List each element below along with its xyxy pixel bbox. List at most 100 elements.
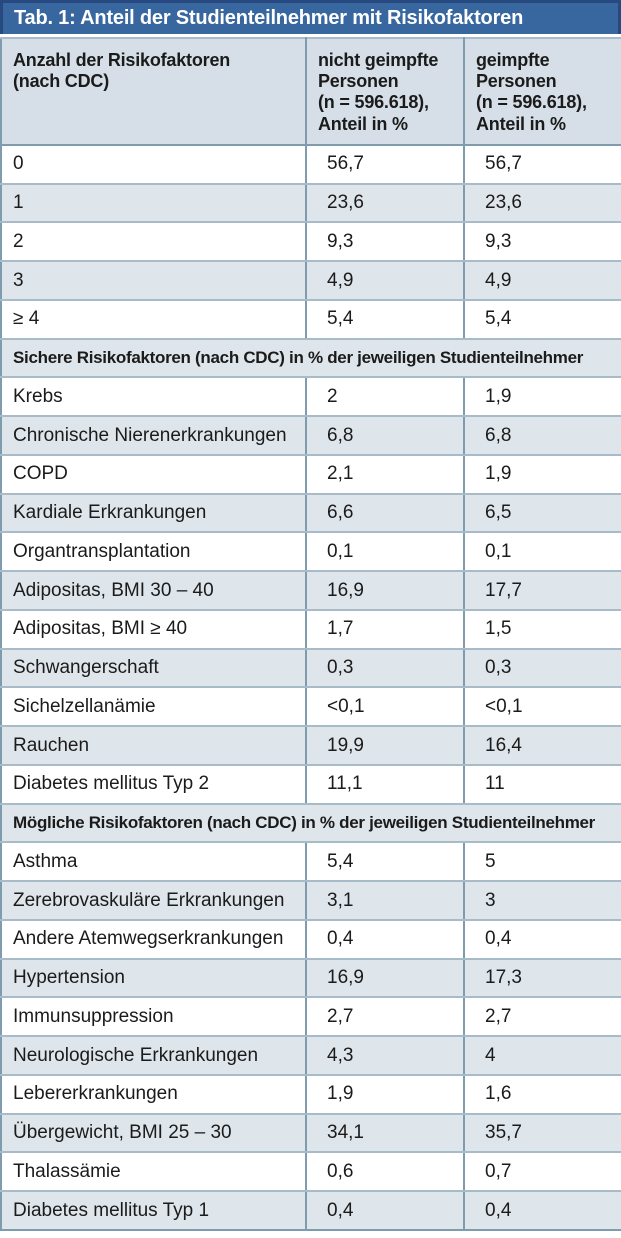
table-row: ≥ 4 5,4 5,4 <box>1 299 621 340</box>
table-row: 1 23,6 23,6 <box>1 183 621 224</box>
unvaccinated-value: 0,6 <box>305 1152 464 1193</box>
vaccinated-value: 5 <box>463 842 621 883</box>
row-label: Diabetes mellitus Typ 1 <box>1 1191 306 1231</box>
vaccinated-value: 6,8 <box>463 416 621 456</box>
row-label: Hypertension <box>1 958 306 999</box>
vaccinated-value: 2,7 <box>463 997 621 1038</box>
row-label: Chronische Nierenerkrankungen <box>1 416 306 456</box>
table-row: Diabetes mellitus Typ 2 11,1 11 <box>1 764 621 805</box>
unvaccinated-value: 0,4 <box>305 919 464 960</box>
table-row: 3 4,9 4,9 <box>1 261 621 301</box>
unvaccinated-value: 2 <box>305 377 464 418</box>
row-label: Adipositas, BMI ≥ 40 <box>1 609 306 650</box>
unvaccinated-value: 11,1 <box>305 764 464 805</box>
vaccinated-value: 0,4 <box>463 919 621 960</box>
vaccinated-value: 0,3 <box>463 648 621 689</box>
unvaccinated-value: 34,1 <box>305 1113 464 1154</box>
row-label: Organtransplantation <box>1 532 306 573</box>
unvaccinated-value: 2,7 <box>305 997 464 1038</box>
unvaccinated-value: 0,1 <box>305 532 464 573</box>
row-label: 0 <box>1 144 306 185</box>
vaccinated-value: 17,7 <box>463 571 621 611</box>
unvaccinated-value: 19,9 <box>305 726 464 766</box>
row-label: Diabetes mellitus Typ 2 <box>1 764 306 805</box>
row-label: Krebs <box>1 377 306 418</box>
unvaccinated-value: 0,3 <box>305 648 464 689</box>
row-label: 3 <box>1 261 306 301</box>
vaccinated-value: 3 <box>463 881 621 921</box>
data-table: Anzahl der Risikofaktoren (nach CDC) nic… <box>0 37 621 1231</box>
vaccinated-value: 17,3 <box>463 958 621 999</box>
vaccinated-value: 4,9 <box>463 261 621 301</box>
table-body: 0 56,7 56,7 1 23,6 23,6 2 9,3 9,3 3 4,9 4,9 ≥ 4 5,4 5,… <box>1 144 621 1231</box>
unvaccinated-value: 16,9 <box>305 571 464 611</box>
row-label: Adipositas, BMI 30 – 40 <box>1 571 306 611</box>
row-label: Neurologische Erkrankungen <box>1 1036 306 1076</box>
unvaccinated-value: 0,4 <box>305 1191 464 1231</box>
table-row: Sichelzellanämie <0,1 <0,1 <box>1 687 621 728</box>
table-row: Zerebrovaskuläre Erkrankungen 3,1 3 <box>1 881 621 921</box>
row-label: ≥ 4 <box>1 299 306 340</box>
unvaccinated-value: 1,7 <box>305 609 464 650</box>
row-label: Thalassämie <box>1 1152 306 1193</box>
unvaccinated-value: 16,9 <box>305 958 464 999</box>
header-row: Anzahl der Risikofaktoren (nach CDC) nic… <box>1 38 621 146</box>
unvaccinated-value: 23,6 <box>305 183 464 224</box>
vaccinated-value: 1,9 <box>463 454 621 495</box>
vaccinated-value: 0,4 <box>463 1191 621 1231</box>
table-row: Hypertension 16,9 17,3 <box>1 958 621 999</box>
row-label: Andere Atemwegserkrankungen <box>1 919 306 960</box>
row-label: Immunsuppression <box>1 997 306 1038</box>
unvaccinated-value: 4,9 <box>305 261 464 301</box>
vaccinated-value: 5,4 <box>463 299 621 340</box>
unvaccinated-value: 4,3 <box>305 1036 464 1076</box>
table-row: Chronische Nierenerkrankungen 6,8 6,8 <box>1 416 621 456</box>
vaccinated-value: 56,7 <box>463 144 621 185</box>
unvaccinated-value: 6,8 <box>305 416 464 456</box>
unvaccinated-value: 5,4 <box>305 842 464 883</box>
table-row: Thalassämie 0,6 0,7 <box>1 1152 621 1193</box>
row-label: COPD <box>1 454 306 495</box>
column-header-vaccinated: geimpfte Personen (n = 596.618), Anteil … <box>463 38 621 146</box>
table-row: Immunsuppression 2,7 2,7 <box>1 997 621 1038</box>
table-title-bar: Tab. 1: Anteil der Studienteilnehmer mit… <box>0 0 621 34</box>
table-row: Organtransplantation 0,1 0,1 <box>1 532 621 573</box>
vaccinated-value: 1,5 <box>463 609 621 650</box>
vaccinated-value: 1,6 <box>463 1074 621 1115</box>
column-header-unvaccinated: nicht geimpfte Personen (n = 596.618), A… <box>305 38 464 146</box>
row-label: 2 <box>1 222 306 263</box>
column-header-risk-factor-count: Anzahl der Risikofaktoren (nach CDC) <box>1 38 306 146</box>
table-row: Adipositas, BMI ≥ 40 1,7 1,5 <box>1 609 621 650</box>
unvaccinated-value: 56,7 <box>305 144 464 185</box>
table-row: Kardiale Erkrankungen 6,6 6,5 <box>1 493 621 534</box>
vaccinated-value: 4 <box>463 1036 621 1076</box>
row-label: Zerebrovaskuläre Erkrankungen <box>1 881 306 921</box>
vaccinated-value: <0,1 <box>463 687 621 728</box>
table-row: 2 9,3 9,3 <box>1 222 621 263</box>
table-header: Anzahl der Risikofaktoren (nach CDC) nic… <box>1 38 621 146</box>
unvaccinated-value: 9,3 <box>305 222 464 263</box>
unvaccinated-value: 6,6 <box>305 493 464 534</box>
table-row: Übergewicht, BMI 25 – 30 34,1 35,7 <box>1 1113 621 1154</box>
vaccinated-value: 0,7 <box>463 1152 621 1193</box>
section-header-label: Sichere Risikofaktoren (nach CDC) in % d… <box>1 338 621 379</box>
row-label: Lebererkrankungen <box>1 1074 306 1115</box>
row-label: Schwangerschaft <box>1 648 306 689</box>
unvaccinated-value: 5,4 <box>305 299 464 340</box>
unvaccinated-value: 1,9 <box>305 1074 464 1115</box>
row-label: Asthma <box>1 842 306 883</box>
vaccinated-value: 9,3 <box>463 222 621 263</box>
vaccinated-value: 6,5 <box>463 493 621 534</box>
section-header-row: Mögliche Risikofaktoren (nach CDC) in % … <box>1 803 621 844</box>
vaccinated-value: 23,6 <box>463 183 621 224</box>
row-label: Rauchen <box>1 726 306 766</box>
table-row: Diabetes mellitus Typ 1 0,4 0,4 <box>1 1191 621 1231</box>
table-row: Lebererkrankungen 1,9 1,6 <box>1 1074 621 1115</box>
table-row: Adipositas, BMI 30 – 40 16,9 17,7 <box>1 571 621 611</box>
table-title: Tab. 1: Anteil der Studienteilnehmer mit… <box>14 7 524 29</box>
vaccinated-value: 11 <box>463 764 621 805</box>
table-row: Andere Atemwegserkrankungen 0,4 0,4 <box>1 919 621 960</box>
vaccinated-value: 16,4 <box>463 726 621 766</box>
vaccinated-value: 1,9 <box>463 377 621 418</box>
unvaccinated-value: 2,1 <box>305 454 464 495</box>
